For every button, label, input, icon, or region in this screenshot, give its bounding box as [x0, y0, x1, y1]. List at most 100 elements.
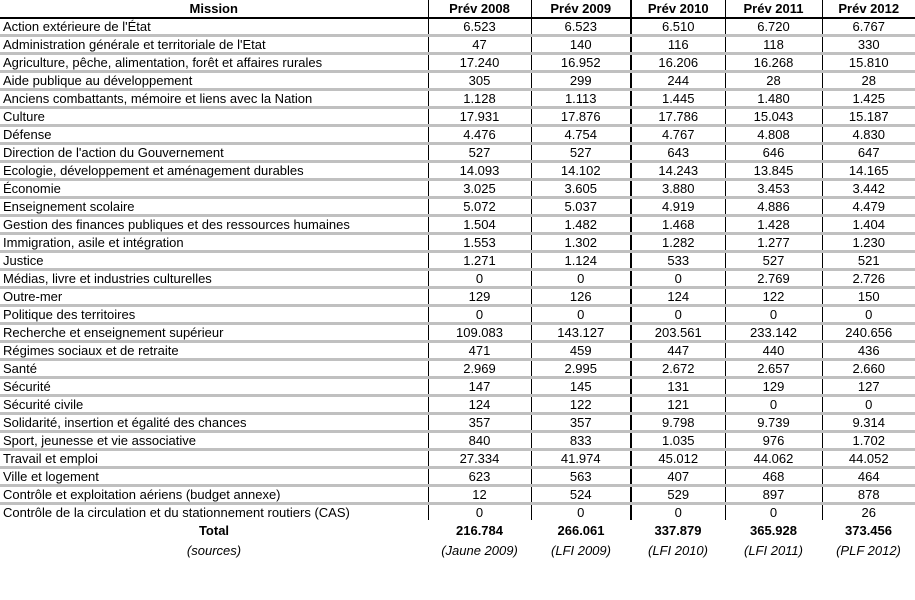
table-row: Ville et logement 623 563 407 468 464 [0, 467, 915, 487]
mission-cell: Défense [0, 125, 428, 145]
value-cell: 1.302 [530, 233, 631, 253]
value-cell: 6.523 [427, 18, 531, 37]
value-cell: 0 [724, 395, 822, 415]
value-cell: 436 [821, 341, 915, 361]
header-row: Mission Prév 2008 Prév 2009 Prév 2010 Pr… [0, 0, 915, 19]
mission-cell: Culture [0, 107, 428, 127]
value-cell: 126 [530, 287, 631, 307]
value-cell: 1.428 [724, 215, 822, 235]
value-cell: 1.124 [530, 251, 631, 271]
table-row: Justice 1.271 1.124 533 527 521 [0, 251, 915, 271]
value-cell: 28 [724, 71, 822, 91]
source-cell: (PLF 2012) [836, 542, 901, 558]
value-cell: 1.230 [821, 233, 915, 253]
value-cell: 109.083 [427, 323, 531, 343]
table-row: Santé 2.969 2.995 2.672 2.657 2.660 [0, 359, 915, 379]
value-cell: 0 [427, 269, 531, 289]
value-cell: 2.660 [821, 359, 915, 379]
value-cell: 1.128 [427, 89, 531, 109]
mission-cell: Administration générale et territoriale … [0, 35, 428, 55]
value-cell: 122 [530, 395, 631, 415]
column-header-mission: Mission [0, 0, 428, 19]
value-cell: 1.425 [821, 89, 915, 109]
value-cell: 464 [821, 467, 915, 487]
value-cell: 127 [821, 377, 915, 397]
value-cell: 4.830 [821, 125, 915, 145]
column-header-prev-2010: Prév 2010 [630, 0, 725, 19]
total-row: Total 216.784 266.061 337.879 365.928 37… [0, 520, 915, 540]
table-row: Recherche et enseignement supérieur 109.0… [0, 323, 915, 343]
value-cell: 2.657 [724, 359, 822, 379]
value-cell: 44.052 [821, 449, 915, 469]
value-cell: 122 [724, 287, 822, 307]
value-cell: 1.553 [427, 233, 531, 253]
value-cell: 17.240 [427, 53, 531, 73]
value-cell: 0 [821, 305, 915, 325]
mission-cell: Sécurité [0, 377, 428, 397]
value-cell: 305 [427, 71, 531, 91]
mission-cell: Aide publique au développement [0, 71, 428, 91]
value-cell: 533 [630, 251, 725, 271]
value-cell: 0 [630, 269, 725, 289]
column-header-prev-2012: Prév 2012 [821, 0, 915, 19]
value-cell: 131 [630, 377, 725, 397]
value-cell: 527 [530, 143, 631, 163]
value-cell: 646 [724, 143, 822, 163]
table-row: Agriculture, pêche, alimentation, forêt … [0, 53, 915, 73]
value-cell: 3.453 [724, 179, 822, 199]
value-cell: 0 [530, 503, 631, 520]
source-cell: (LFI 2009) [551, 542, 611, 558]
table-row: Culture 17.931 17.876 17.786 15.043 15.187 [0, 107, 915, 127]
mission-cell: Outre-mer [0, 287, 428, 307]
value-cell: 1.271 [427, 251, 531, 271]
value-cell: 1.404 [821, 215, 915, 235]
value-cell: 27.334 [427, 449, 531, 469]
table-row: Sécurité 147 145 131 129 127 [0, 377, 915, 397]
value-cell: 0 [530, 269, 631, 289]
mission-cell: Justice [0, 251, 428, 271]
value-cell: 15.187 [821, 107, 915, 127]
mission-cell: Direction de l'action du Gouvernement [0, 143, 428, 163]
value-cell: 1.504 [427, 215, 531, 235]
value-cell: 407 [630, 467, 725, 487]
value-cell: 897 [724, 485, 822, 505]
value-cell: 1.480 [724, 89, 822, 109]
source-cell: (LFI 2010) [648, 542, 708, 558]
value-cell: 3.605 [530, 179, 631, 199]
value-cell: 4.479 [821, 197, 915, 217]
value-cell: 15.043 [724, 107, 822, 127]
value-cell: 6.510 [630, 18, 725, 37]
value-cell: 244 [630, 71, 725, 91]
column-header-prev-2009: Prév 2009 [530, 0, 631, 19]
value-cell: 357 [530, 413, 631, 433]
value-cell: 44.062 [724, 449, 822, 469]
total-value-cell: 365.928 [750, 522, 797, 538]
table-row: Médias, livre et industries culturelles 0… [0, 269, 915, 289]
mission-cell: Contrôle et exploitation aériens (budget… [0, 485, 428, 505]
value-cell: 3.442 [821, 179, 915, 199]
value-cell: 9.314 [821, 413, 915, 433]
value-cell: 1.282 [630, 233, 725, 253]
value-cell: 14.165 [821, 161, 915, 181]
table-row: Gestion des finances publiques et des re… [0, 215, 915, 235]
value-cell: 240.656 [821, 323, 915, 343]
value-cell: 147 [427, 377, 531, 397]
value-cell: 150 [821, 287, 915, 307]
value-cell: 2.995 [530, 359, 631, 379]
table-row: Politique des territoires 0 0 0 0 0 [0, 305, 915, 325]
sources-row: (sources) (Jaune 2009) (LFI 2009) (LFI 2… [0, 540, 915, 560]
value-cell: 0 [427, 305, 531, 325]
value-cell: 5.072 [427, 197, 531, 217]
mission-cell: Ecologie, développement et aménagement d… [0, 161, 428, 181]
value-cell: 16.206 [630, 53, 725, 73]
total-value-cell: 373.456 [845, 522, 892, 538]
value-cell: 0 [530, 305, 631, 325]
mission-cell: Anciens combattants, mémoire et liens av… [0, 89, 428, 109]
value-cell: 17.876 [530, 107, 631, 127]
value-cell: 0 [630, 503, 725, 520]
table-row: Défense 4.476 4.754 4.767 4.808 4.830 [0, 125, 915, 145]
total-value-cell: 266.061 [557, 522, 605, 538]
value-cell: 524 [530, 485, 631, 505]
value-cell: 833 [530, 431, 631, 451]
column-header-prev-2008: Prév 2008 [427, 0, 531, 19]
